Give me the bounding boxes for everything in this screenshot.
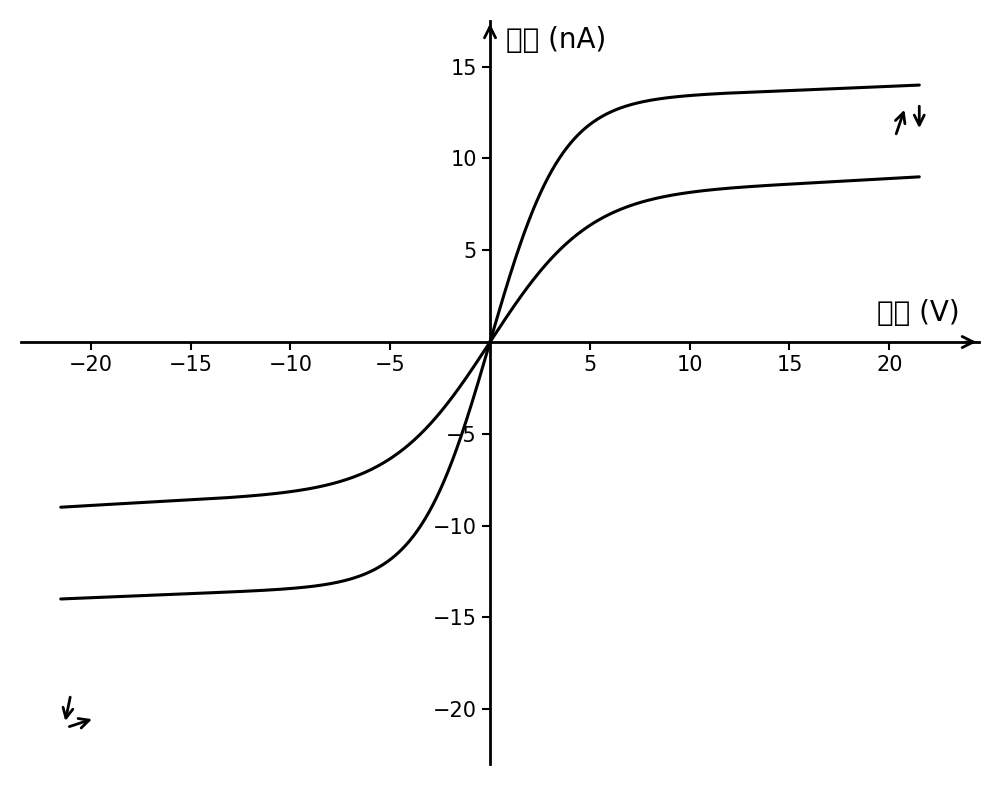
Text: 电流 (nA): 电流 (nA) <box>506 27 606 54</box>
Text: 电压 (V): 电压 (V) <box>877 299 959 327</box>
